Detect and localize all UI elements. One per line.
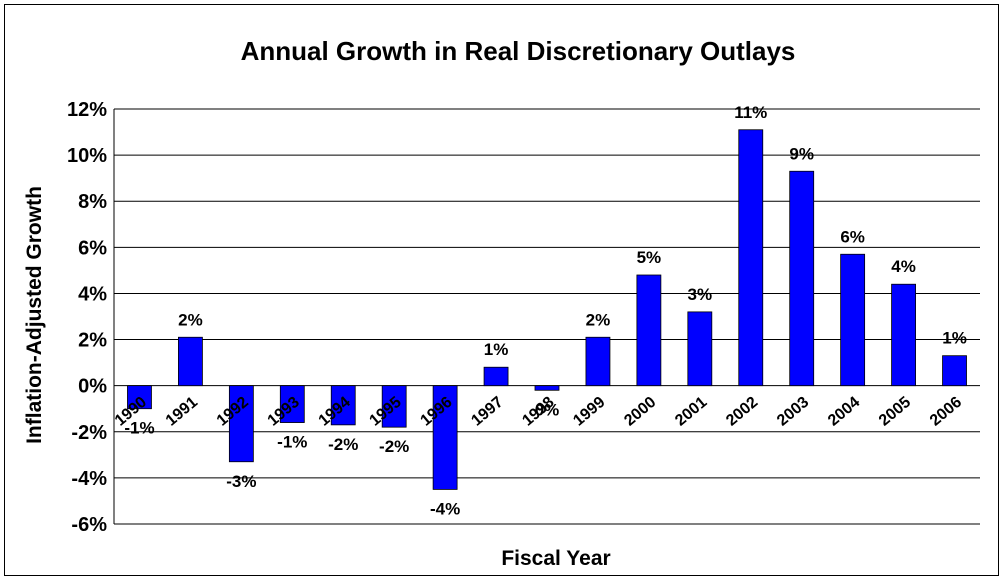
bar-1999 [585, 336, 611, 387]
bar-2000 [636, 274, 662, 387]
data-label: 2% [586, 310, 611, 329]
x-tick-label: 1991 [163, 394, 201, 430]
bar-2003 [789, 170, 815, 387]
y-tick-label: 8% [78, 191, 107, 213]
data-label: 6% [840, 227, 865, 246]
data-label: 9% [789, 144, 814, 163]
bar-1992 [228, 385, 254, 463]
bar-1998 [534, 385, 560, 391]
bar-1993 [279, 385, 305, 423]
gridlines [113, 108, 980, 525]
data-label: 3% [688, 285, 713, 304]
bar-1997 [483, 366, 509, 387]
y-tick-label: -6% [71, 514, 107, 536]
data-label: -3% [226, 472, 256, 491]
x-tick-label: 2005 [876, 394, 914, 430]
data-label: 2% [178, 310, 203, 329]
data-label: -2% [328, 435, 358, 454]
x-tick-label: 2002 [723, 394, 761, 430]
bar-1991 [178, 336, 203, 387]
data-label: 11% [734, 103, 767, 122]
y-tick-label: 4% [78, 283, 107, 305]
y-tick-label: 2% [78, 330, 107, 352]
x-axis-label: Fiscal Year [501, 547, 610, 570]
y-tick-label: 12% [67, 99, 107, 121]
y-axis-ticks: -6% -4% -2% 0% 2% 4% 6% 8% 10% 12% [67, 99, 107, 536]
y-tick-label: -2% [71, 422, 107, 444]
y-axis-label: Inflation-Adjusted Growth [23, 186, 46, 444]
bar-1996 [432, 385, 458, 490]
x-tick-label: 2004 [825, 394, 863, 430]
data-label: 1% [942, 329, 967, 348]
bar-1994 [330, 385, 356, 426]
x-tick-label: 2001 [672, 394, 710, 430]
data-label: -1% [124, 419, 154, 438]
data-label: -1% [277, 433, 307, 452]
bar-2006 [942, 355, 967, 387]
y-tick-label: 10% [67, 145, 107, 167]
bar-1990 [127, 385, 152, 410]
chart-frame: Annual Growth in Real Discretionary Outl… [4, 4, 999, 576]
data-label: 5% [637, 248, 662, 267]
bar-1995 [381, 385, 407, 428]
chart-title: Annual Growth in Real Discretionary Outl… [241, 36, 796, 66]
data-label: 4% [891, 257, 916, 276]
y-tick-label: -4% [71, 468, 107, 490]
data-label: -2% [379, 437, 409, 456]
x-tick-label: 1997 [468, 394, 506, 430]
y-tick-label: 6% [78, 237, 107, 259]
bar-2002 [738, 129, 764, 387]
bar-2004 [840, 253, 866, 387]
bar-2005 [891, 283, 916, 387]
data-labels: -1% 2% -3% -1% -2% -2% -4% 1% 0% 2% 5% 3% 11% 9% 6% 4% 1… [124, 103, 966, 519]
x-tick-label: 1999 [570, 394, 608, 430]
x-tick-label: 2003 [774, 394, 812, 430]
bar-2001 [687, 311, 713, 387]
data-label: 0% [535, 400, 560, 419]
x-tick-label: 2000 [621, 394, 659, 430]
x-tick-label: 2006 [927, 394, 965, 430]
bar-chart: Annual Growth in Real Discretionary Outl… [23, 36, 980, 570]
y-tick-label: 0% [78, 376, 107, 398]
bars [127, 129, 967, 490]
data-label: -4% [430, 499, 460, 518]
data-label: 1% [484, 340, 509, 359]
